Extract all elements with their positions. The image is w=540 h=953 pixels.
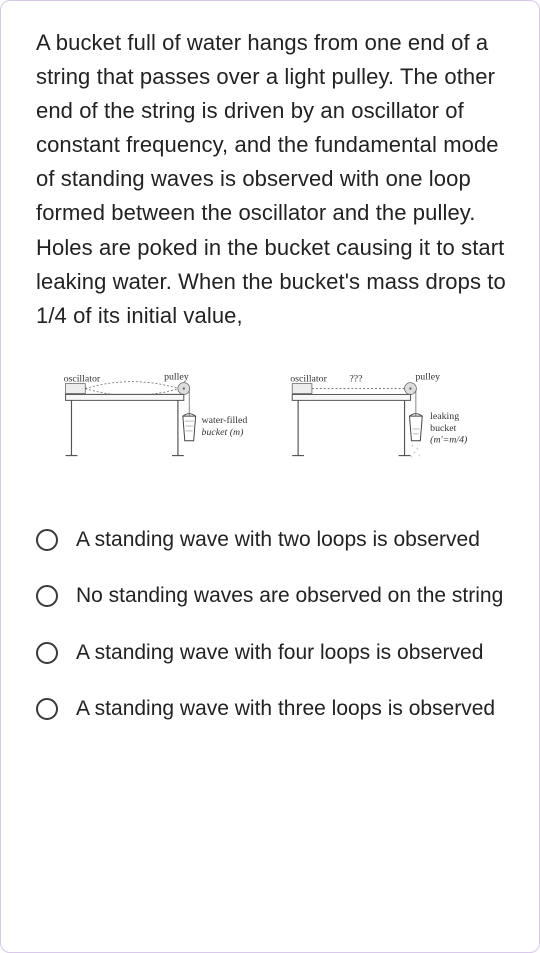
radio-icon: [36, 642, 58, 664]
right-bucket-label1: leaking: [430, 411, 459, 422]
bucket-right: [409, 414, 422, 441]
left-oscillator-label: oscillator: [64, 374, 101, 385]
option-c[interactable]: A standing wave with four loops is obser…: [36, 639, 509, 667]
question-card: A bucket full of water hangs from one en…: [0, 0, 540, 953]
radio-icon: [36, 529, 58, 551]
table-right: [292, 394, 410, 455]
left-bucket-label1: water-filled: [202, 415, 248, 426]
bucket-left: [183, 414, 196, 441]
radio-icon: [36, 698, 58, 720]
option-text: No standing waves are observed on the st…: [76, 582, 503, 610]
option-b[interactable]: No standing waves are observed on the st…: [36, 582, 509, 610]
options-list: A standing wave with two loops is observ…: [36, 526, 509, 723]
right-pulley-label: pulley: [415, 372, 440, 383]
right-wave-label: ???: [349, 374, 362, 385]
pulley-pin-right: [409, 387, 411, 389]
water-drops: [410, 445, 420, 458]
physics-diagram: oscillator pulley: [36, 361, 509, 491]
pulley-pin-left: [183, 387, 185, 389]
option-a[interactable]: A standing wave with two loops is observ…: [36, 526, 509, 554]
table-left: [66, 394, 184, 455]
left-pulley-label: pulley: [164, 372, 189, 383]
left-setup: oscillator pulley: [64, 372, 248, 456]
oscillator-box-left: [66, 383, 86, 393]
option-text: A standing wave with three loops is obse…: [76, 695, 495, 723]
oscillator-box-right: [292, 383, 312, 393]
radio-icon: [36, 585, 58, 607]
right-bucket-label3: (m'=m/4): [430, 435, 467, 446]
option-text: A standing wave with four loops is obser…: [76, 639, 483, 667]
right-bucket-label2: bucket: [430, 423, 457, 434]
right-setup: oscillator ??? pulley: [290, 372, 467, 458]
option-d[interactable]: A standing wave with three loops is obse…: [36, 695, 509, 723]
question-text: A bucket full of water hangs from one en…: [36, 26, 509, 333]
left-bucket-label2: bucket (m): [202, 427, 244, 438]
option-text: A standing wave with two loops is observ…: [76, 526, 480, 554]
right-oscillator-label: oscillator: [290, 374, 327, 385]
figure-area: oscillator pulley: [36, 361, 509, 491]
